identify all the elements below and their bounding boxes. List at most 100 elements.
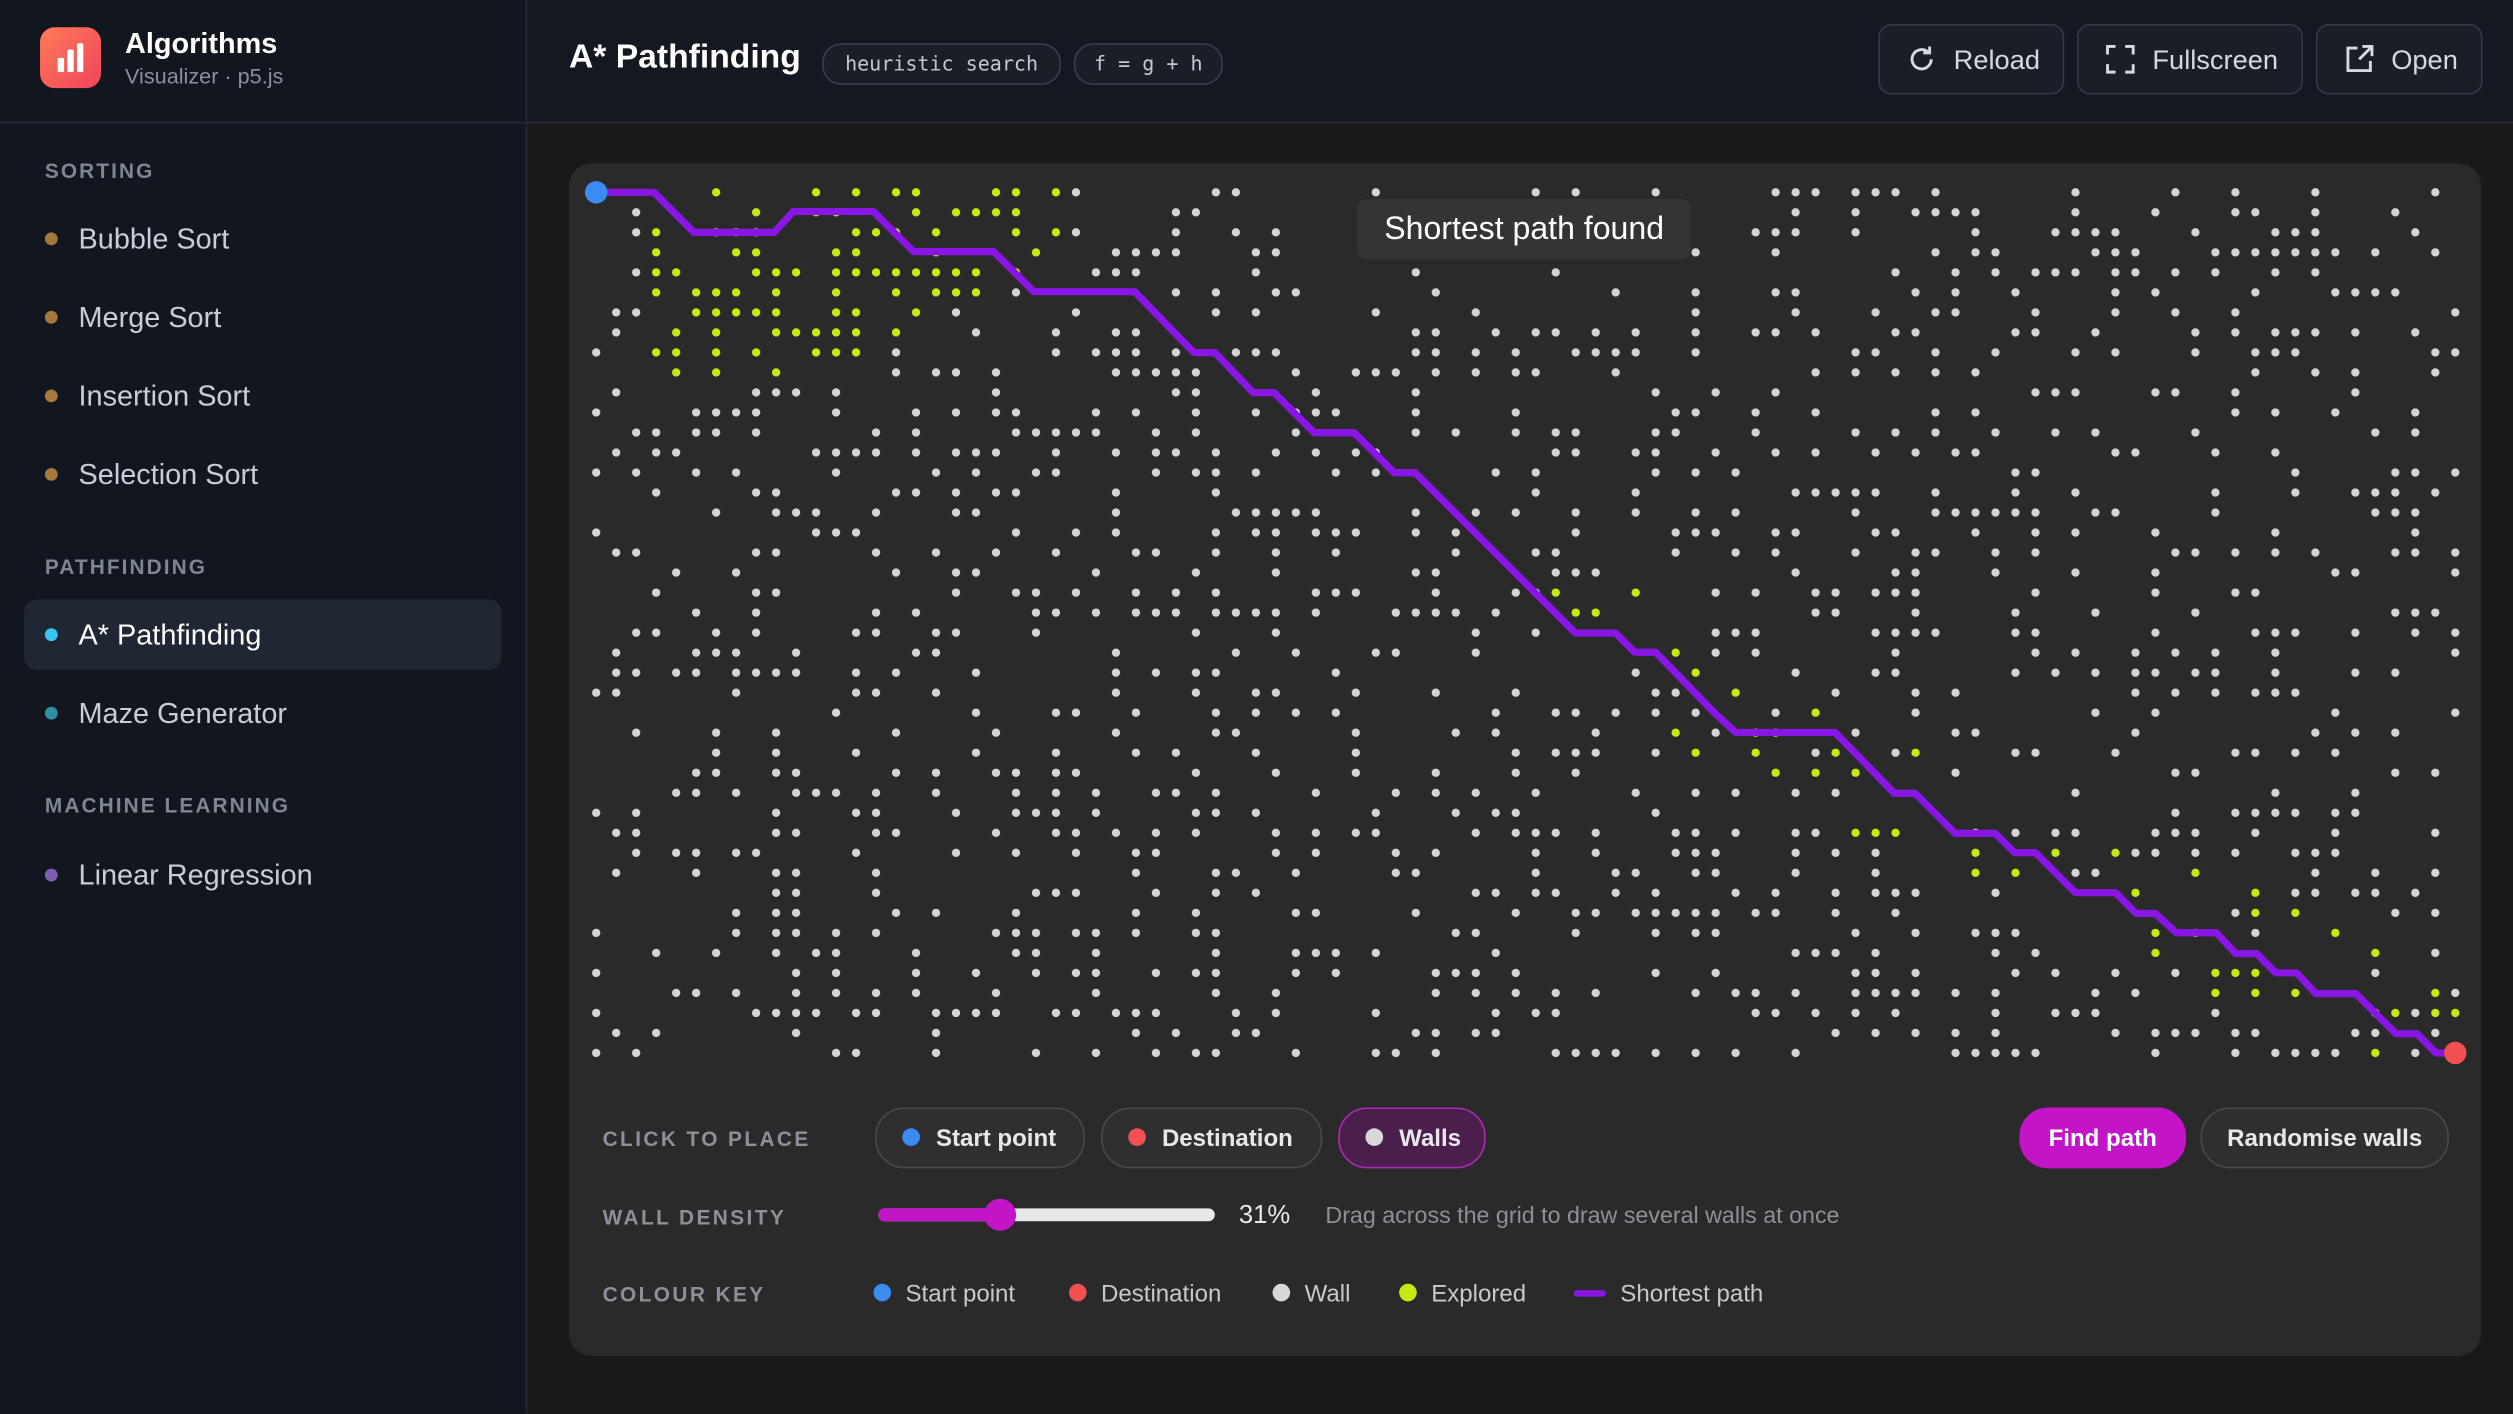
wall <box>1351 728 1360 737</box>
wall <box>2071 568 2080 577</box>
wall <box>1331 708 1341 717</box>
wall <box>851 748 861 757</box>
nav-item[interactable]: Maze Generator <box>24 678 502 749</box>
wall <box>1051 888 1061 898</box>
wall <box>1191 968 1201 978</box>
wall <box>1431 1048 1440 1058</box>
wall <box>1291 908 1301 918</box>
wall <box>1431 768 1440 777</box>
wall <box>1871 448 1880 457</box>
wall <box>652 488 661 497</box>
wall <box>1871 1028 1880 1038</box>
wall <box>1451 528 1460 537</box>
wall <box>612 688 621 697</box>
wall <box>1071 768 1081 777</box>
wall <box>1011 528 1021 537</box>
wall <box>1691 908 1700 918</box>
nav-item[interactable]: Merge Sort <box>24 282 502 353</box>
wall <box>2151 848 2160 857</box>
wall <box>751 548 761 557</box>
button-label: Reload <box>1953 44 2041 76</box>
wall <box>1891 748 1900 757</box>
wall <box>2091 508 2100 517</box>
nav-item[interactable]: Linear Regression <box>24 840 502 911</box>
wall <box>2071 828 2080 837</box>
wall <box>1011 928 1021 938</box>
wall <box>1971 1048 1980 1058</box>
wall <box>2371 1028 2380 1038</box>
nav-item[interactable]: Insertion Sort <box>24 361 502 432</box>
wall <box>1271 768 1281 777</box>
wall <box>2151 1028 2160 1038</box>
wall <box>1691 288 1700 297</box>
wall <box>1091 568 1101 577</box>
wall <box>2451 468 2460 477</box>
wall <box>1311 448 1321 457</box>
mode-option-active[interactable]: Walls <box>1338 1107 1486 1169</box>
wall <box>2091 988 2100 998</box>
wall <box>1091 268 1101 277</box>
wall <box>2351 388 2360 397</box>
wall <box>731 988 741 998</box>
wall <box>1291 1048 1301 1058</box>
wall <box>1931 208 1940 217</box>
wall <box>2431 488 2440 497</box>
wall <box>1491 808 1500 817</box>
wall <box>1131 548 1141 557</box>
wall <box>811 448 821 457</box>
wall <box>1711 648 1720 657</box>
wall <box>592 688 601 697</box>
wall <box>2251 828 2260 837</box>
wall <box>1931 348 1940 357</box>
wall <box>1271 628 1281 637</box>
wall <box>1311 948 1321 958</box>
reload-button[interactable]: Reload <box>1878 24 2065 95</box>
wall <box>1231 608 1241 617</box>
slider-handle[interactable] <box>984 1198 1017 1231</box>
wall <box>971 668 981 677</box>
nav-item[interactable]: Bubble Sort <box>24 204 502 275</box>
wall <box>1931 308 1940 317</box>
wall <box>1471 828 1480 837</box>
wall <box>2171 1028 2180 1038</box>
wall <box>831 968 841 978</box>
wall <box>871 428 881 437</box>
open-button[interactable]: Open <box>2315 24 2483 95</box>
wall <box>911 448 921 457</box>
explored-cell <box>1851 768 1860 777</box>
wall <box>1931 628 1940 637</box>
mode-option[interactable]: Destination <box>1101 1107 1323 1169</box>
density-value: 31% <box>1238 1202 1291 1230</box>
wall <box>1471 928 1480 938</box>
wall <box>2091 328 2100 337</box>
wall <box>1791 528 1800 537</box>
wall <box>2411 548 2420 557</box>
wall <box>1231 868 1241 877</box>
explored-cell <box>771 328 781 337</box>
wall <box>2051 1008 2060 1018</box>
wall <box>2431 828 2440 837</box>
find-path-button[interactable]: Find path <box>2019 1107 2187 1169</box>
fullscreen-button[interactable]: Fullscreen <box>2077 24 2304 95</box>
wall <box>691 788 701 797</box>
wall <box>1371 808 1380 817</box>
wall <box>2451 308 2460 317</box>
randomise-button[interactable]: Randomise walls <box>2200 1107 2449 1169</box>
grid-canvas[interactable] <box>0 0 2513 1122</box>
wall <box>1871 968 1880 978</box>
wall <box>2151 828 2160 837</box>
wall <box>2351 728 2360 737</box>
wall <box>791 888 801 898</box>
wall <box>931 1048 941 1058</box>
explored-cell <box>771 308 781 317</box>
wall <box>2071 228 2080 237</box>
wall <box>1191 908 1201 918</box>
wall <box>1111 528 1121 537</box>
wall <box>2071 868 2080 877</box>
nav-item[interactable]: Selection Sort <box>24 439 502 510</box>
wall <box>1791 868 1800 877</box>
mode-option[interactable]: Start point <box>875 1107 1086 1169</box>
nav-item-active[interactable]: A* Pathfinding <box>24 599 502 670</box>
wall <box>1171 588 1181 597</box>
wall <box>1351 528 1360 537</box>
